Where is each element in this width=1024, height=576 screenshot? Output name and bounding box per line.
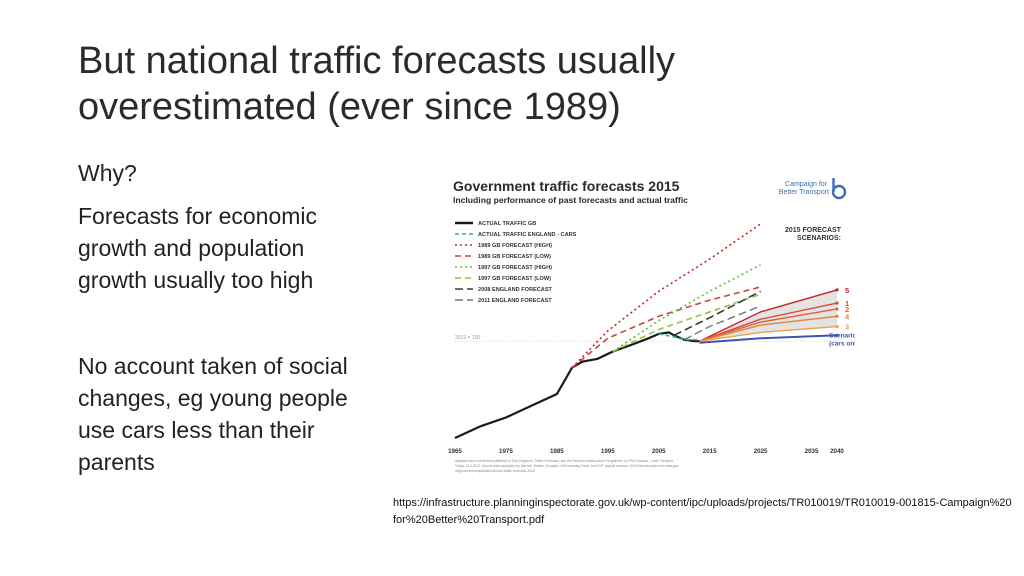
- slide-title-line-2: overestimated (ever since 1989): [78, 86, 621, 128]
- x-tick-label-2015: 2015: [703, 448, 717, 455]
- scenario-label-2: 2: [845, 305, 849, 314]
- series-line-0: [454, 331, 700, 439]
- baseline-label: 2013 = 100: [455, 335, 480, 341]
- scenario-point-2: [835, 307, 839, 311]
- x-tick-label-2040: 2040: [830, 448, 844, 455]
- slide-title-line-1: But national traffic forecasts usually: [78, 40, 676, 82]
- x-tick-label-2035: 2035: [805, 448, 819, 455]
- x-tick-label-2005: 2005: [652, 448, 666, 455]
- chart-legend: ACTUAL TRAFFIC GB ACTUAL TRAFFIC ENGLAND …: [455, 221, 577, 304]
- x-tick-label-1975: 1975: [499, 448, 513, 455]
- x-tick-label-2025: 2025: [754, 448, 768, 455]
- brand-b-bowl: [831, 184, 847, 200]
- scenario-label-4: 4: [845, 312, 850, 321]
- x-tick-label-1995: 1995: [601, 448, 615, 455]
- traffic-forecast-chart: Government traffic forecasts 2015 Includ…: [445, 168, 862, 473]
- legend-label-3: 1989 GB FORECAST (LOW): [478, 254, 551, 260]
- chart-title: Government traffic forecasts 2015: [453, 178, 680, 194]
- chart-subtitle: Including performance of past forecasts …: [453, 195, 688, 205]
- x-tick-label-1985: 1985: [550, 448, 564, 455]
- point-economic-growth: Forecasts for economic growth and popula…: [78, 203, 318, 293]
- chart-footnote: Adapted from a chart first published in …: [455, 459, 679, 473]
- scenario-line-2: [699, 308, 838, 342]
- scenario-line-3: [699, 315, 838, 342]
- series-line-6: [673, 290, 761, 337]
- scenario-point-1: [835, 301, 839, 305]
- scenario-line-1: [699, 302, 838, 342]
- scenario-label-3: 3: [845, 323, 849, 332]
- scenario-line-5: [699, 334, 838, 344]
- legend-label-1: ACTUAL TRAFFIC ENGLAND - CARS: [478, 232, 577, 238]
- legend-label-6: 2008 ENGLAND FORECAST: [478, 287, 553, 293]
- scenario-point-5: [835, 333, 839, 337]
- legend-label-2: 1989 GB FORECAST (HIGH): [478, 243, 552, 249]
- legend-label-7: 2011 ENGLAND FORECAST: [478, 298, 552, 304]
- x-axis: 1965 1975 1985 1995 2005 2015 2025 2035 2040: [448, 448, 844, 455]
- series-line-5: [612, 293, 761, 353]
- scenario-point-4: [835, 324, 839, 329]
- slide-title: But national traffic forecasts usually o…: [78, 38, 978, 130]
- brand-logo: Campaign for Better Transport: [779, 181, 829, 196]
- series-line-3: [571, 286, 761, 369]
- scenario-label-5: 5: [845, 286, 849, 295]
- series-line-7: [683, 305, 761, 341]
- legend-label-5: 1997 GB FORECAST (LOW): [478, 276, 551, 282]
- scenario-point-3: [835, 314, 839, 318]
- scenario-line-4: [699, 325, 838, 342]
- point-social-changes: No account taken of social changes, eg y…: [78, 353, 348, 475]
- brand-b-icon: [831, 178, 847, 200]
- brand-name: Campaign for Better Transport: [779, 181, 829, 196]
- chart-svg: Government traffic forecasts 2015 Includ…: [448, 178, 862, 473]
- scenario-label-1: 1: [845, 299, 849, 308]
- scenario-line-0: [699, 289, 838, 342]
- source-link[interactable]: https://infrastructure.planninginspector…: [393, 497, 1012, 526]
- why-heading: Why?: [78, 160, 137, 186]
- series-line-1: [658, 333, 700, 341]
- chart-plot-area: [454, 223, 839, 439]
- scenario-3-note: Scenario 3(cars only): [829, 332, 855, 347]
- x-tick-label-1965: 1965: [448, 448, 462, 455]
- legend-label-4: 1997 GB FORECAST (HIGH): [478, 265, 552, 271]
- legend-label-0: ACTUAL TRAFFIC GB: [478, 221, 536, 227]
- scenario-point-0: [835, 288, 839, 292]
- series-line-2: [571, 223, 762, 369]
- scenario-heading: 2015 FORECAST SCENARIOS:: [785, 227, 842, 242]
